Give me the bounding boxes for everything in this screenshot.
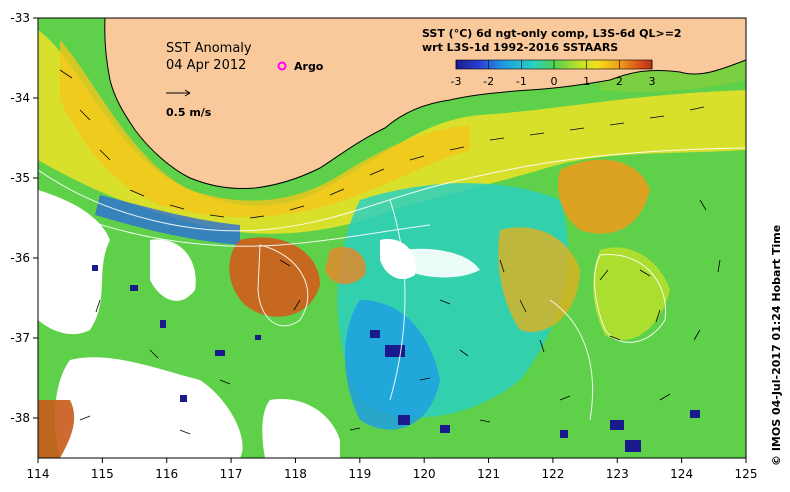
x-tick-label: 123	[606, 467, 629, 481]
y-tick-label: -34	[10, 91, 30, 105]
velocity-scale: 0.5 m/s	[166, 89, 212, 119]
map-title: SST Anomaly	[166, 41, 252, 56]
x-axis: 114 115 116 117 118 119 120 121 122 123 124 125	[27, 458, 758, 481]
credit-text: © IMOS 04-Jul-2017 01:24 Hobart Time	[770, 225, 783, 466]
y-tick-label: -33	[10, 11, 30, 25]
product-line-2: wrt L3S-1d 1992-2016 SSTAARS	[422, 41, 618, 54]
argo-label: Argo	[294, 60, 324, 73]
velocity-scale-label: 0.5 m/s	[166, 106, 212, 119]
x-tick-label: 125	[735, 467, 758, 481]
colorbar-tick-label: 3	[649, 75, 656, 88]
colorbar-tick-label: -3	[451, 75, 462, 88]
x-tick-label: 118	[284, 467, 307, 481]
colorbar-tick-label: 1	[583, 75, 590, 88]
product-line-1: SST (°C) 6d ngt-only comp, L3S-6d QL>=2	[422, 27, 682, 40]
argo-marker-icon	[277, 61, 287, 71]
y-tick-label: -35	[10, 171, 30, 185]
y-tick-label: -38	[10, 411, 30, 425]
argo-legend: Argo	[277, 60, 324, 73]
colorbar: -3 -2 -1 0 1 2 3	[451, 59, 656, 88]
x-tick-label: 116	[155, 467, 178, 481]
sst-anomaly-field	[38, 18, 746, 458]
x-tick-label: 124	[670, 467, 693, 481]
colorbar-tick-label: 0	[551, 75, 558, 88]
arrow-head-icon	[184, 89, 191, 97]
x-tick-label: 122	[541, 467, 564, 481]
x-tick-label: 114	[27, 467, 50, 481]
x-tick-label: 115	[91, 467, 114, 481]
plot-frame	[37, 17, 747, 459]
x-tick-label: 117	[220, 467, 243, 481]
x-tick-label: 119	[348, 467, 371, 481]
colorbar-tick-label: 2	[616, 75, 623, 88]
colorbar-tick-label: -2	[483, 75, 494, 88]
y-axis: -33 -34 -35 -36 -37 -38	[10, 11, 38, 425]
y-tick-label: -37	[10, 331, 30, 345]
current-vectors	[59, 69, 721, 435]
map-date: 04 Apr 2012	[166, 58, 246, 73]
x-tick-label: 120	[413, 467, 436, 481]
colorbar-tick-label: -1	[516, 75, 527, 88]
y-tick-label: -36	[10, 251, 30, 265]
x-tick-label: 121	[477, 467, 500, 481]
